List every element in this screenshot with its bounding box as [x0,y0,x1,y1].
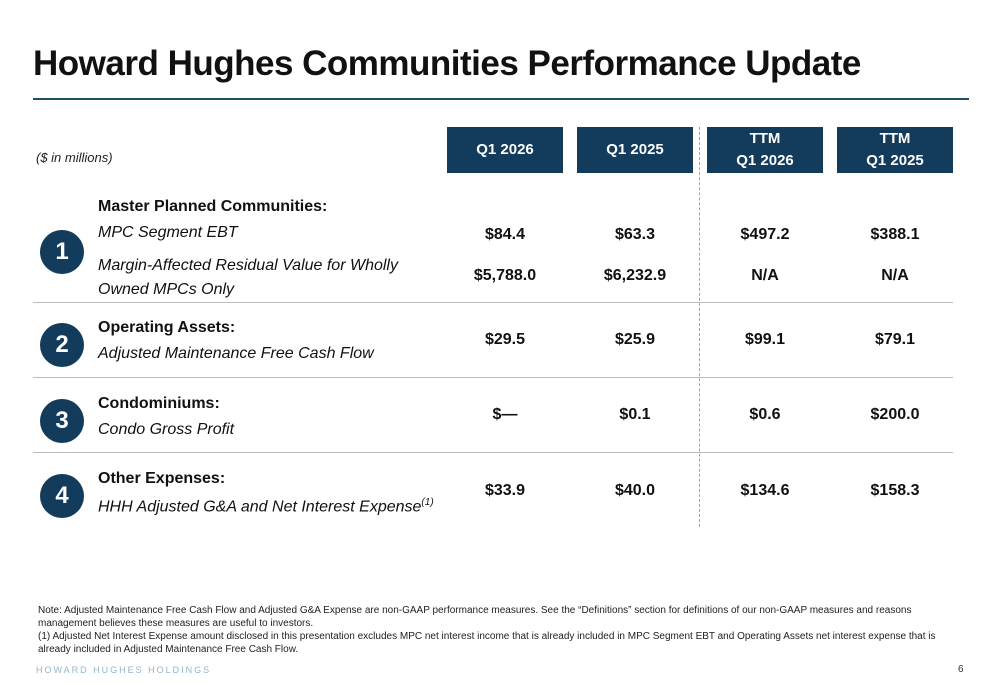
row-divider [33,377,953,378]
footer-brand: HOWARD HUGHES HOLDINGS [36,665,212,675]
column-header-label-line2: Q1 2025 [866,152,924,169]
table-cell: $388.1 [870,226,920,243]
table-cell: $99.1 [744,331,786,348]
row-label: Condo Gross Profit [98,421,235,438]
units-note: ($ in millions) [36,150,113,165]
table-cell: N/A [751,267,779,284]
table-cell: $— [492,406,518,423]
column-header-q1-2025: Q1 2025 [577,127,693,173]
footnote-note: Note: Adjusted Maintenance Free Cash Flo… [38,605,912,629]
section-number-badge: 3 [40,399,84,443]
section-heading: Operating Assets: [98,319,236,336]
row-label: Margin-Affected Residual Value for Wholl… [98,257,398,298]
table-cell: $200.0 [870,406,920,423]
page-number: 6 [958,664,964,675]
table-cell: $63.3 [614,226,656,243]
section-heading: Condominiums: [98,395,220,412]
section-number-badge: 4 [40,474,84,518]
row-label: Adjusted Maintenance Free Cash Flow [98,345,374,362]
section-heading: Master Planned Communities: [98,198,328,215]
footnote-marker: (1) [421,497,434,508]
table-cell: $497.2 [740,226,790,243]
page-title: Howard Hughes Communities Performance Up… [33,44,861,83]
column-header-label: Q1 2025 [606,141,664,158]
table-cell: $25.9 [614,331,656,348]
table-cell: $40.0 [614,482,656,499]
table-cell: $6,232.9 [603,267,667,284]
section-number-badge: 2 [40,323,84,367]
column-header-label-line1: TTM [879,130,911,147]
row-label: HHH Adjusted G&A and Net Interest Expens… [98,491,434,519]
footnotes: Note: Adjusted Maintenance Free Cash Flo… [38,604,968,656]
table-cell: $29.5 [484,331,526,348]
column-header-ttm-q1-2025: TTM Q1 2025 [837,127,953,173]
table-cell: $84.4 [484,226,526,243]
column-header-label-line2: Q1 2026 [736,152,794,169]
row-divider [33,452,953,453]
footnote-1: (1) Adjusted Net Interest Expense amount… [38,631,936,655]
section-number-badge: 1 [40,230,84,274]
row-divider [33,302,953,303]
column-header-label-line1: TTM [749,130,781,147]
column-header-q1-2026: Q1 2026 [447,127,563,173]
table-cell: N/A [881,267,909,284]
table-cell: $33.9 [484,482,526,499]
table-cell: $0.1 [619,406,651,423]
ttm-column-divider [699,127,700,527]
column-header-label: Q1 2026 [476,141,534,158]
section-heading: Other Expenses: [98,470,226,487]
table-cell: $79.1 [874,331,916,348]
table-cell: $5,788.0 [473,267,537,284]
title-underline [33,98,969,100]
row-label-text: HHH Adjusted G&A and Net Interest Expens… [98,498,422,516]
row-label: MPC Segment EBT [98,224,238,241]
table-cell: $134.6 [740,482,790,499]
table-cell: $158.3 [870,482,920,499]
column-header-ttm-q1-2026: TTM Q1 2026 [707,127,823,173]
table-cell: $0.6 [749,406,781,423]
